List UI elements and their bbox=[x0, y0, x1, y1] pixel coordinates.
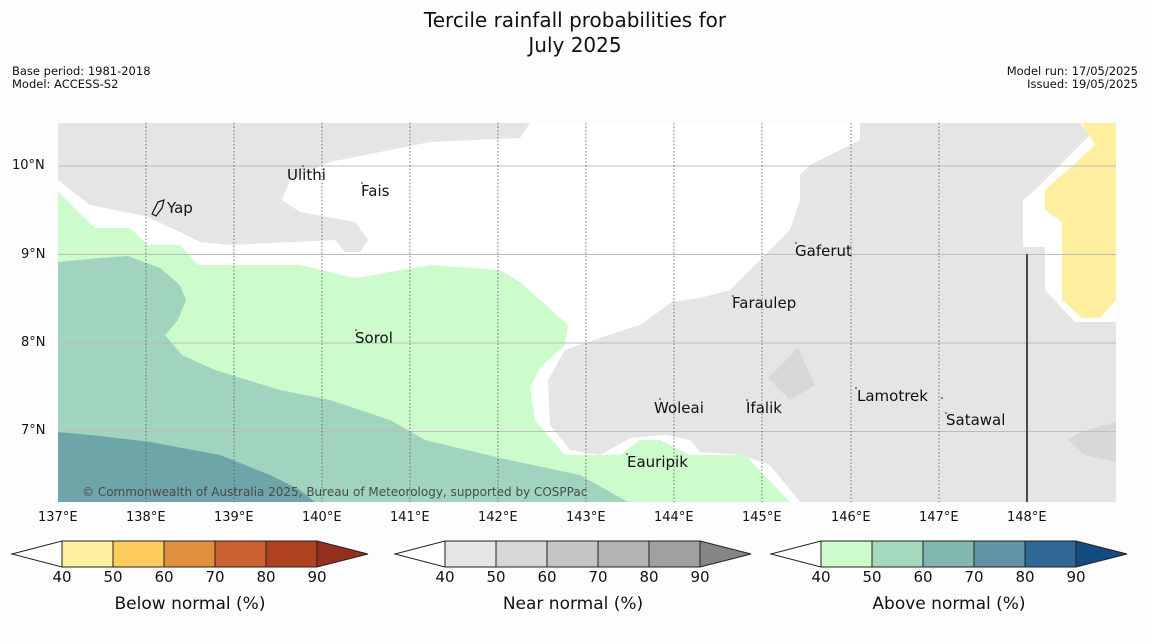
cbar-near-extend-low bbox=[393, 540, 446, 568]
lon-tick-138e: 138°E bbox=[126, 510, 166, 525]
place-faraulep: Faraulep bbox=[732, 294, 796, 312]
near-normal-region-nw bbox=[58, 123, 530, 252]
map-title: Tercile rainfall probabilities for July … bbox=[0, 8, 1150, 58]
cbar-above-tick-70: 70 bbox=[964, 568, 984, 586]
cbar-above-seg-80 bbox=[1024, 540, 1077, 568]
above-normal-60-region bbox=[58, 432, 315, 502]
place-woleai: Woleai bbox=[654, 399, 704, 417]
cbar-below-tick-70: 70 bbox=[205, 568, 225, 586]
meta-left: Base period: 1981-2018 Model: ACCESS-S2 bbox=[12, 65, 151, 91]
cbar-below-label: Below normal (%) bbox=[114, 594, 266, 614]
near-normal-50-patch bbox=[768, 348, 815, 400]
cbar-near-tick-40: 40 bbox=[435, 568, 455, 586]
cbar-near-tick-80: 80 bbox=[639, 568, 659, 586]
lat-tick-8n: 8°N bbox=[21, 335, 46, 350]
lon-tick-143e: 143°E bbox=[566, 510, 606, 525]
lon-tick-137e: 137°E bbox=[38, 510, 78, 525]
lon-tick-140e: 140°E bbox=[302, 510, 342, 525]
model-run: Model run: 17/05/2025 bbox=[1006, 64, 1138, 78]
copyright-notice: © Commonwealth of Australia 2025, Bureau… bbox=[82, 485, 587, 499]
lon-gridlines bbox=[145, 123, 940, 502]
cbar-above-tick-60: 60 bbox=[913, 568, 933, 586]
cbar-below-tick-80: 80 bbox=[256, 568, 276, 586]
place-satawal: Satawal bbox=[946, 411, 1005, 429]
place-ifalik: Ifalik bbox=[746, 399, 782, 417]
above-normal-50-region bbox=[58, 256, 628, 502]
cbar-above-tick-90: 90 bbox=[1066, 568, 1086, 586]
lon-tick-146e: 146°E bbox=[831, 510, 871, 525]
place-lamotrek: Lamotrek bbox=[857, 387, 928, 405]
lat-tick-10n: 10°N bbox=[12, 158, 45, 173]
lon-tick-145e: 145°E bbox=[742, 510, 782, 525]
cbar-near-seg-80 bbox=[648, 540, 701, 568]
place-ulithi: Ulithi bbox=[287, 166, 326, 184]
cbar-above-seg-50 bbox=[871, 540, 924, 568]
cbar-below-seg-60 bbox=[163, 540, 216, 568]
colorbar-above-normal bbox=[769, 540, 1128, 568]
cbar-below-tick-40: 40 bbox=[52, 568, 72, 586]
yap-island-shape bbox=[151, 199, 165, 217]
lon-tick-144e: 144°E bbox=[654, 510, 694, 525]
cbar-above-extend-high bbox=[1075, 540, 1128, 568]
cbar-below-extend-high bbox=[316, 540, 369, 568]
lon-tick-148e: 148°E bbox=[1007, 510, 1047, 525]
place-fais: Fais bbox=[361, 182, 390, 200]
cbar-near-seg-40 bbox=[444, 540, 497, 568]
cbar-below-tick-60: 60 bbox=[154, 568, 174, 586]
meta-right: Model run: 17/05/2025 Issued: 19/05/2025 bbox=[1007, 65, 1138, 91]
lon-tick-139e: 139°E bbox=[214, 510, 254, 525]
cbar-below-seg-80 bbox=[265, 540, 318, 568]
cbar-below-extend-low bbox=[10, 540, 63, 568]
cbar-near-tick-70: 70 bbox=[588, 568, 608, 586]
place-gaferut: Gaferut bbox=[795, 242, 852, 260]
lon-tick-141e: 141°E bbox=[390, 510, 430, 525]
place-yap: Yap bbox=[166, 199, 193, 217]
below-normal-region-ne bbox=[1045, 123, 1116, 318]
place-sorol: Sorol bbox=[355, 329, 393, 347]
lat-tick-7n: 7°N bbox=[21, 423, 46, 438]
cbar-near-tick-90: 90 bbox=[690, 568, 710, 586]
cbar-below-seg-70 bbox=[214, 540, 267, 568]
title-line-1: Tercile rainfall probabilities for bbox=[423, 8, 727, 32]
cbar-above-extend-low bbox=[769, 540, 822, 568]
cbar-near-extend-high bbox=[699, 540, 752, 568]
cbar-above-tick-40: 40 bbox=[811, 568, 831, 586]
island-dots bbox=[302, 165, 947, 455]
colorbar-below-normal bbox=[10, 540, 369, 568]
lat-tick-9n: 9°N bbox=[21, 247, 46, 262]
cbar-near-label: Near normal (%) bbox=[502, 594, 644, 614]
cbar-above-seg-70 bbox=[973, 540, 1026, 568]
cbar-below-seg-50 bbox=[112, 540, 165, 568]
cbar-near-seg-60 bbox=[546, 540, 599, 568]
cbar-above-tick-50: 50 bbox=[862, 568, 882, 586]
cbar-below-seg-40 bbox=[61, 540, 114, 568]
near-normal-region-east bbox=[548, 123, 1116, 502]
title-line-2: July 2025 bbox=[528, 33, 622, 57]
colorbar-near-normal bbox=[393, 540, 752, 568]
cbar-above-label: Above normal (%) bbox=[872, 594, 1026, 614]
base-period: Base period: 1981-2018 bbox=[12, 64, 151, 78]
cbar-near-tick-50: 50 bbox=[486, 568, 506, 586]
cbar-above-seg-40 bbox=[820, 540, 873, 568]
cbar-below-tick-50: 50 bbox=[103, 568, 123, 586]
lon-tick-147e: 147°E bbox=[919, 510, 959, 525]
lon-tick-142e: 142°E bbox=[478, 510, 518, 525]
place-eauripik: Eauripik bbox=[627, 453, 688, 471]
model-name: Model: ACCESS-S2 bbox=[12, 77, 119, 91]
cbar-above-seg-60 bbox=[922, 540, 975, 568]
probability-map: Yap Ulithi Fais Gaferut Faraulep Sorol W… bbox=[58, 123, 1116, 502]
cbar-near-seg-70 bbox=[597, 540, 650, 568]
cbar-above-tick-80: 80 bbox=[1015, 568, 1035, 586]
cbar-below-tick-90: 90 bbox=[307, 568, 327, 586]
cbar-near-tick-60: 60 bbox=[537, 568, 557, 586]
issued-date: Issued: 19/05/2025 bbox=[1027, 77, 1138, 91]
cbar-near-seg-50 bbox=[495, 540, 548, 568]
